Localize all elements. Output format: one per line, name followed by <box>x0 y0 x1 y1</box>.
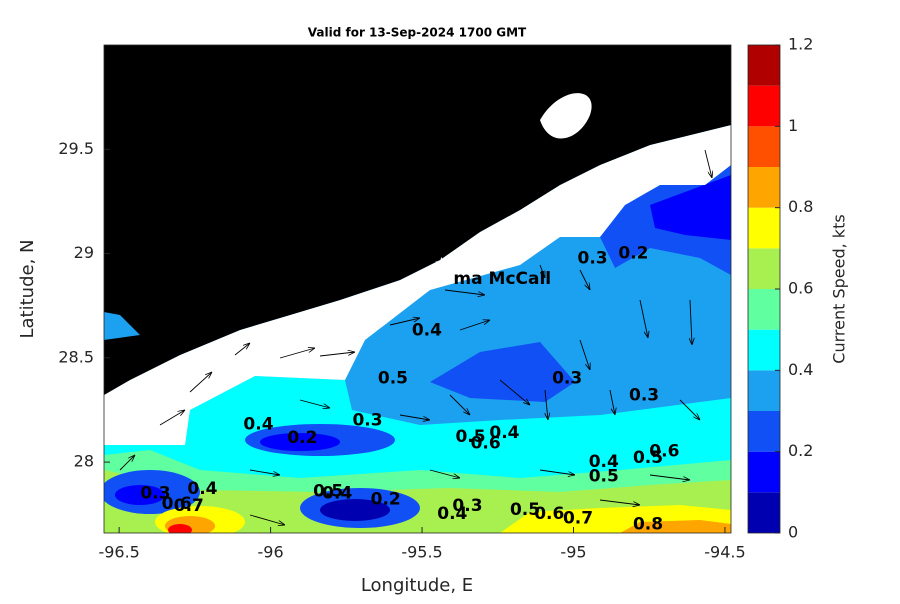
contour-label: 0.4 <box>412 320 442 340</box>
contour-label: 0.6 <box>534 504 564 524</box>
contour-label: 0.5 <box>510 500 540 520</box>
contour-label: 0.4 <box>437 504 467 524</box>
contour-label: 0.5 <box>455 427 485 447</box>
y-axis-label: Latitude, N <box>17 240 38 339</box>
colorbar-label: Current Speed, kts <box>830 214 849 363</box>
y-tick-label: 28.5 <box>58 347 94 366</box>
y-tick-label: 28 <box>74 452 94 471</box>
x-tick-label: -96 <box>258 543 284 562</box>
contour-label: 0.4 <box>489 423 519 443</box>
colorbar-tick-label: 0.4 <box>788 360 813 379</box>
contour-label: 0.7 <box>174 496 204 516</box>
contour-label: 0.3 <box>140 483 170 503</box>
colorbar-bin <box>748 167 780 208</box>
colorbar-bin <box>748 451 780 493</box>
colorbar-tick-label: 0.2 <box>788 441 813 460</box>
contour-label: 0.2 <box>618 244 648 264</box>
x-tick-label: -96.5 <box>98 543 139 562</box>
y-tick-label: 29 <box>74 243 94 262</box>
y-tick-label: 29.5 <box>58 139 94 158</box>
colorbar-bin <box>748 411 780 452</box>
colorbar-bin <box>748 370 780 411</box>
contour-label: 0.3 <box>352 410 382 430</box>
current-field <box>104 45 731 533</box>
contour-label: 0.4 <box>187 479 217 499</box>
current-vectors <box>119 149 712 525</box>
colorbar-bin <box>748 329 780 371</box>
contour-label: 0.8 <box>633 515 663 535</box>
x-tick-label: -94.5 <box>704 543 745 562</box>
contour-label: 0.3 <box>578 249 608 269</box>
colorbar-tick-label: 0.6 <box>788 279 813 298</box>
contour-label: 0.3 <box>552 369 582 389</box>
colorbar-bin <box>748 126 780 167</box>
colorbar-tick-label: 0 <box>788 523 798 542</box>
colorbar-tick-label: 0.8 <box>788 197 813 216</box>
contour-label: 0.6 <box>649 442 679 462</box>
colorbar-bin <box>748 85 780 127</box>
station-marker: ★ <box>434 253 448 272</box>
chart-title: Valid for 13-Sep-2024 1700 GMT <box>308 26 527 40</box>
contour-label: 0.2 <box>371 490 401 510</box>
contour-label: 0.5 <box>633 448 663 468</box>
contour-label: 0.6 <box>471 433 501 453</box>
contour-label: 0.4 <box>322 483 352 503</box>
contour-label: 0.7 <box>563 508 593 528</box>
contour-label: 0.6 <box>162 494 192 514</box>
contour-label: 0.4 <box>589 452 619 472</box>
colorbar-bin <box>748 45 780 86</box>
contour-label: 0.5 <box>313 481 343 501</box>
contour-label: 0.2 <box>287 428 317 448</box>
contour-label: 0.5 <box>378 369 408 389</box>
colorbar-bin <box>748 289 780 330</box>
colorbar-tick-label: 1.2 <box>788 35 813 54</box>
contour-label: 0.5 <box>589 467 619 487</box>
colorbar-bin <box>748 248 780 289</box>
station-label: ma McCall <box>453 269 551 289</box>
colorbar-bin <box>748 207 780 249</box>
x-tick-label: -95 <box>560 543 586 562</box>
contour-label: 0.3 <box>452 496 482 516</box>
plot-frame <box>103 44 732 534</box>
contour-label: 0.3 <box>629 385 659 405</box>
colorbar-tick-label: 1 <box>788 116 798 135</box>
colorbar-bin <box>748 492 780 533</box>
x-axis-label: Longitude, E <box>361 575 473 596</box>
contour-label: 0.4 <box>243 415 273 435</box>
x-tick-label: -95.5 <box>401 543 442 562</box>
